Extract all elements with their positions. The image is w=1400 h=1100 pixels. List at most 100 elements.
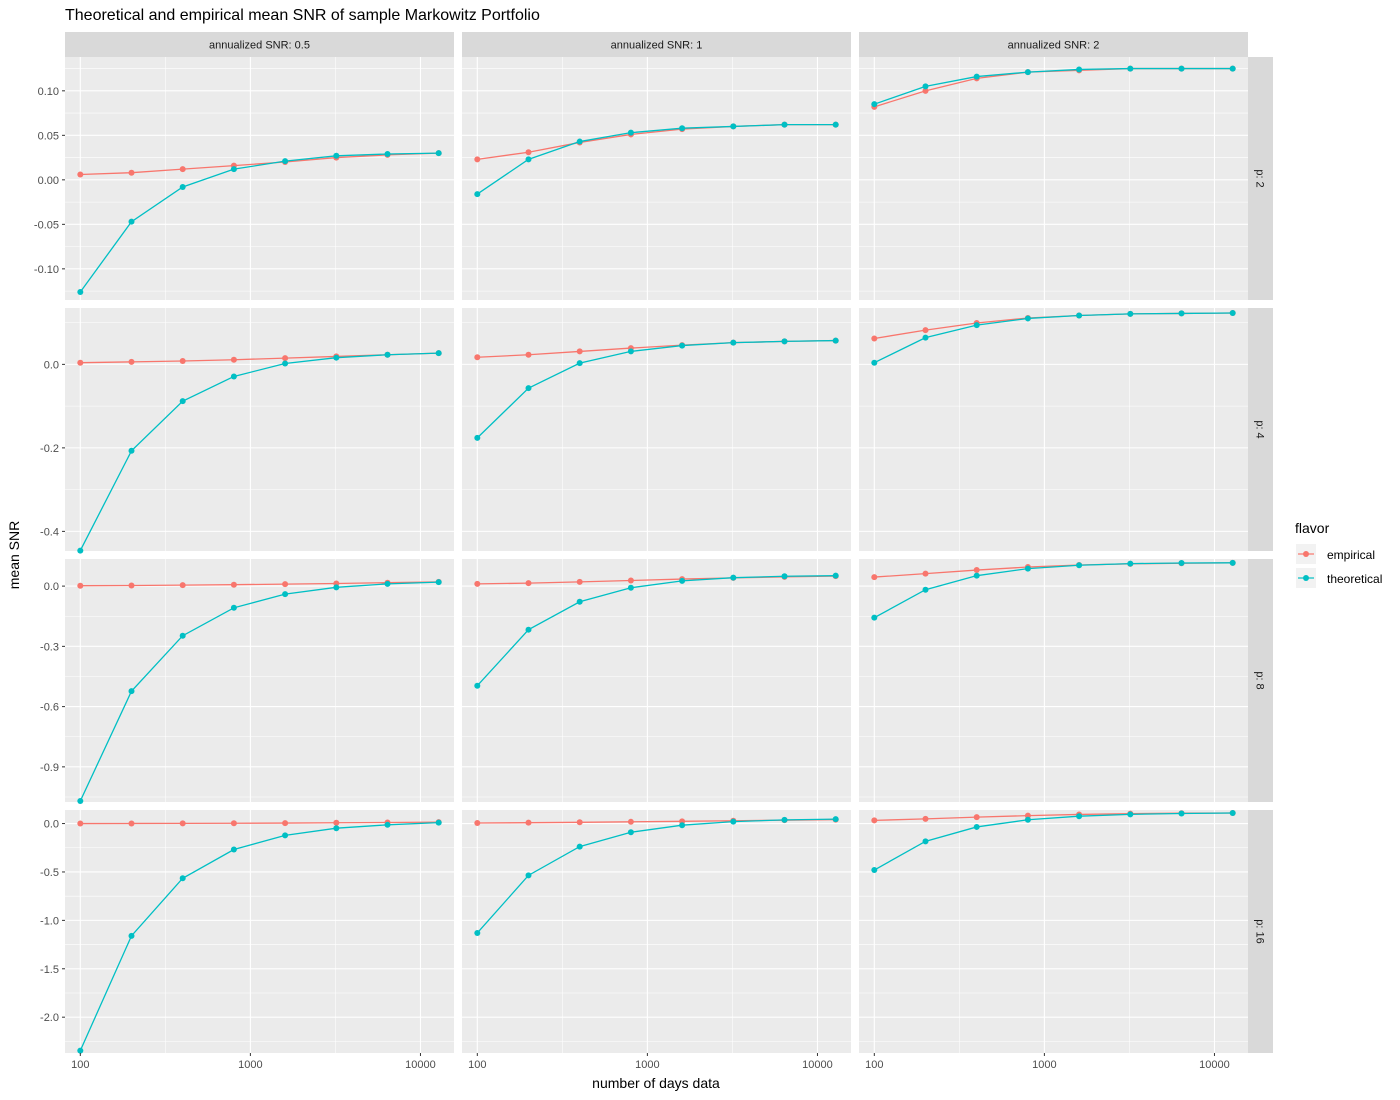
row-strip (1248, 559, 1273, 802)
row-strip (1248, 308, 1273, 551)
data-point-theoretical (922, 586, 929, 593)
data-point-theoretical (871, 359, 878, 366)
data-point-theoretical (781, 573, 788, 580)
data-point-theoretical (384, 821, 391, 828)
data-point-theoretical (1127, 560, 1134, 567)
x-tick-label: 10000 (405, 1059, 436, 1071)
series-line-empirical (80, 581, 439, 587)
y-tick-label: -2.0 (40, 1012, 59, 1024)
data-point-empirical (871, 335, 878, 342)
data-point-theoretical (871, 101, 878, 108)
data-point-empirical (576, 578, 583, 585)
column-strip-label: annualized SNR: 1 (611, 40, 703, 52)
data-point-theoretical (128, 218, 135, 225)
data-point-empirical (179, 166, 186, 173)
data-point-empirical (871, 817, 878, 824)
data-point-theoretical (333, 584, 340, 591)
data-point-theoretical (576, 138, 583, 145)
panel-background (859, 308, 1248, 551)
data-point-theoretical (1024, 315, 1031, 322)
y-tick-label: 0.05 (38, 130, 59, 142)
data-point-theoretical (1178, 65, 1185, 72)
data-point-theoretical (922, 83, 929, 90)
data-point-theoretical (230, 373, 237, 380)
data-point-theoretical (1178, 310, 1185, 317)
data-point-theoretical (922, 838, 929, 845)
x-tick-label: 10000 (1199, 1059, 1230, 1071)
column-strip (462, 32, 851, 57)
data-point-theoretical (730, 339, 737, 346)
panel-background (65, 57, 454, 300)
data-point-empirical (179, 582, 186, 589)
data-point-theoretical (781, 121, 788, 128)
facet-panel (859, 559, 1248, 802)
data-point-theoretical (973, 572, 980, 579)
data-point-empirical (179, 820, 186, 827)
data-point-empirical (230, 356, 237, 363)
data-point-theoretical (77, 798, 84, 804)
facet-panel (462, 308, 851, 551)
data-point-theoretical (179, 632, 186, 639)
y-tick-label: 0.0 (44, 819, 59, 831)
facet-panel: 100 1000 10000 (859, 810, 1248, 1071)
data-point-empirical (973, 567, 980, 574)
data-point-theoretical (474, 191, 481, 198)
data-point-empirical (282, 581, 289, 588)
data-point-theoretical (730, 574, 737, 581)
data-point-empirical (922, 87, 929, 94)
data-point-theoretical (179, 398, 186, 405)
data-point-theoretical (679, 822, 686, 829)
data-point-theoretical (679, 577, 686, 584)
data-point-theoretical (77, 288, 84, 295)
data-point-theoretical (1024, 816, 1031, 823)
y-tick-label: 0.00 (38, 175, 59, 187)
y-tick-label: 0.0 (44, 581, 59, 593)
data-point-theoretical (525, 872, 532, 879)
data-point-empirical (282, 820, 289, 827)
data-point-theoretical (333, 354, 340, 361)
y-tick-label: -0.9 (40, 762, 59, 774)
data-point-empirical (576, 348, 583, 355)
data-point-theoretical (333, 825, 340, 832)
data-point-theoretical (627, 829, 634, 836)
data-point-empirical (282, 355, 289, 362)
series-line-theoretical (476, 124, 836, 195)
y-tick-label: -0.5 (40, 867, 59, 879)
data-point-theoretical (973, 73, 980, 80)
data-point-empirical (627, 577, 634, 584)
data-point-theoretical (1127, 65, 1134, 72)
data-point-empirical (77, 171, 84, 178)
panel-background (859, 57, 1248, 300)
series-line-theoretical (874, 312, 1233, 364)
data-point-empirical (474, 354, 481, 361)
data-point-theoretical (230, 846, 237, 853)
data-point-empirical (973, 814, 980, 821)
data-point-empirical (474, 819, 481, 826)
data-point-theoretical (576, 843, 583, 850)
panel-background (65, 810, 454, 1053)
facet-panel (462, 57, 851, 300)
series-line-theoretical (873, 812, 1233, 871)
data-point-theoretical (1024, 565, 1031, 572)
facet-panel: -0.9 -0.6 -0.3 0.0 (40, 559, 454, 804)
x-tick-label: 1000 (635, 1059, 659, 1071)
data-point-empirical (77, 582, 84, 589)
data-point-empirical (128, 820, 135, 827)
data-point-theoretical (282, 832, 289, 839)
y-tick-label: -0.10 (34, 264, 59, 276)
data-point-theoretical (1127, 310, 1134, 317)
facet-panel (462, 559, 851, 802)
legend-title: flavor (1295, 520, 1330, 536)
data-point-empirical (627, 818, 634, 825)
data-point-empirical (525, 149, 532, 156)
data-point-theoretical (1178, 560, 1185, 567)
panel-background (859, 810, 1248, 1053)
data-point-empirical (922, 570, 929, 577)
y-tick-label: -0.2 (40, 443, 59, 455)
panel-background (462, 57, 851, 300)
data-point-theoretical (832, 572, 839, 579)
facet-panel: -0.10 -0.05 0.00 0.05 0.10 (34, 57, 454, 300)
data-point-theoretical (474, 682, 481, 689)
x-axis-title: number of days data (592, 1075, 720, 1091)
